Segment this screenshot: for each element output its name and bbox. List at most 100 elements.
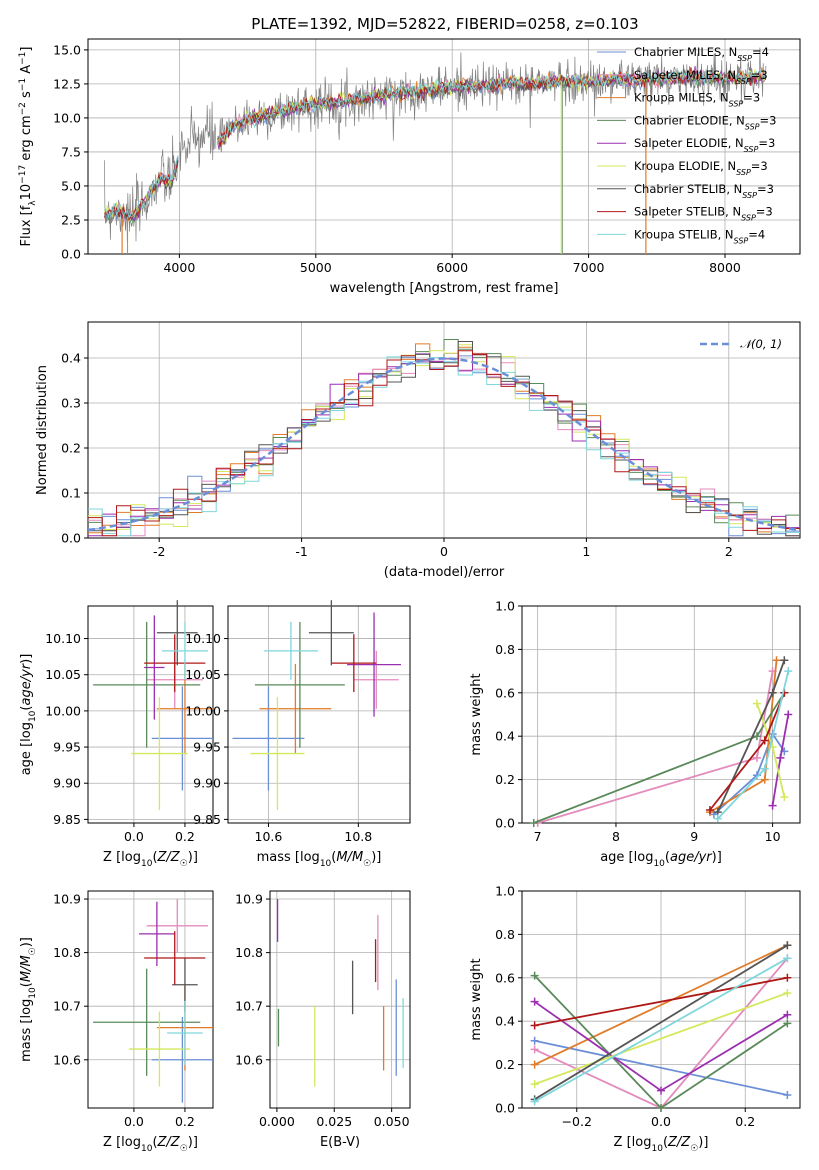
legend-label: Salpeter ELODIE, NSSP=3	[634, 136, 775, 154]
series-marker-kroupa_miles	[760, 775, 769, 784]
mass_vs_EBV-points	[276, 899, 404, 1087]
histogram-salpeter_stelib	[88, 350, 800, 537]
x-tick-label: 2	[725, 544, 733, 559]
y-tick-label: 9.95	[53, 740, 81, 755]
axes-frame	[87, 38, 801, 255]
y-tick-label: 5.0	[61, 178, 81, 193]
x-tick-label: 7000	[573, 260, 605, 275]
spectrum-legend: Chabrier MILES, NSSP=4 Salpeter MILES, NS…	[597, 45, 776, 245]
y-tick-label: 15.0	[53, 42, 81, 57]
y-tick-label: 2.5	[61, 212, 81, 227]
series-marker-salpeter_elodie	[776, 753, 785, 762]
legend-label: Kroupa MILES, NSSP=3	[634, 91, 760, 109]
y-tick-label: 0.8	[495, 927, 515, 942]
series-marker-salpeter_stelib	[705, 805, 714, 814]
weight_vs_age-series	[529, 656, 793, 827]
x-tick-label: 0.050	[374, 1114, 410, 1129]
x-tick-label: -1	[295, 544, 307, 559]
series-marker-chabrier_miles	[783, 1090, 792, 1099]
model-spectrum-salpeter_stelib	[104, 67, 767, 222]
legend-label: Chabrier ELODIE, NSSP=3	[634, 113, 776, 130]
x-tick-label: 0.2	[735, 1114, 755, 1129]
weight_vs_Z-xlabel: Z [log10(Z/Z☉)]	[614, 1135, 709, 1154]
model-spectrum-kroupa_stelib	[104, 69, 767, 219]
x-tick-label: 0.2	[175, 829, 195, 844]
x-tick-label: 10.8	[344, 829, 372, 844]
series-marker-kroupa_stelib	[783, 954, 792, 963]
x-tick-label: 0	[440, 544, 448, 559]
x-tick-label: 10	[765, 829, 781, 844]
y-tick-label: 10.7	[235, 999, 263, 1014]
histogram-chabrier_elodie	[88, 339, 800, 531]
y-tick-label: 9.90	[193, 776, 221, 791]
series-marker-salpeter_elodie	[768, 801, 777, 810]
age_vs_Z-xlabel: Z [log10(Z/Z☉)]	[103, 850, 198, 869]
y-tick-label: 10.00	[45, 703, 81, 718]
y-tick-label: 9.90	[53, 776, 81, 791]
series-marker-kroupa_stelib	[530, 1097, 539, 1106]
series-line-chabrier_stelib	[534, 944, 788, 1101]
x-tick-label: 0.0	[124, 1114, 144, 1129]
series-marker-kroupa_stelib	[713, 814, 722, 823]
weight_vs_Z-axes: −0.2 0.0 0.2 0.0 0.2 0.4 0.6 0.8 1.0	[495, 884, 801, 1129]
legend-label-normal: 𝒩(0, 1)	[740, 337, 782, 351]
series-marker-kroupa_stelib	[760, 764, 769, 773]
x-tick-label: -2	[153, 544, 165, 559]
mass_vs_Z-ylabel: mass [log10(M/M☉)]	[19, 937, 38, 1062]
series-line-chabrier_miles	[534, 1039, 788, 1096]
series-marker-salpeter_elodie	[784, 710, 793, 719]
y-tick-label: 12.5	[53, 76, 81, 91]
x-tick-label: 5000	[300, 260, 332, 275]
y-tick-label: 9.85	[193, 812, 221, 827]
legend-label: Kroupa ELODIE, NSSP=3	[634, 159, 768, 177]
x-tick-label: 1	[582, 544, 590, 559]
hist-ylabel: Normed distribution	[35, 365, 50, 495]
y-tick-label: 0.3	[61, 396, 81, 411]
mass_vs_Z-axes: 0.0 0.2 10.6 10.7 10.8 10.9	[53, 890, 214, 1129]
spectrum-lines	[103, 47, 767, 254]
y-tick-label: 1.0	[495, 884, 515, 899]
series-marker-salpeter_elodie	[530, 997, 539, 1006]
series-marker-chabrier_elodie	[657, 1104, 665, 1112]
normal-curve	[88, 357, 800, 532]
series-marker-chabrier_elodie	[783, 1019, 792, 1028]
y-tick-label: 0.8	[495, 642, 515, 657]
legend-label: Chabrier STELIB, NSSP=3	[634, 182, 774, 200]
age_vs_mass-points	[232, 600, 402, 810]
axes-frame	[87, 890, 214, 1109]
y-tick-label: 7.5	[61, 144, 81, 159]
series-marker-salpeter_elodie	[657, 1086, 665, 1095]
x-tick-label: 7	[534, 829, 542, 844]
series-line-kroupa_miles	[534, 944, 788, 1066]
series-marker-kroupa_elodie	[783, 988, 792, 997]
legend-label: Kroupa STELIB, NSSP=4	[634, 227, 765, 245]
y-tick-label: 10.9	[53, 892, 81, 907]
spectrum-ylabel: Flux [fλ10−17 erg cm−2 s−1 A−1]	[18, 47, 38, 247]
plot-layer: 4000 5000 6000 7000 80000.02.55.07.510.012.5…	[18, 38, 801, 1154]
x-tick-label: 8000	[709, 260, 741, 275]
figure-title: PLATE=1392, MJD=52822, FIBERID=0258, z=0…	[251, 15, 638, 33]
x-tick-label: 8	[612, 829, 620, 844]
series-line-chabrier_miles	[713, 732, 786, 815]
x-tick-label: 0.000	[259, 1114, 295, 1129]
y-tick-label: 1.0	[495, 599, 515, 614]
series-line-salpeter_stelib	[534, 976, 788, 1027]
y-tick-label: 9.85	[53, 812, 81, 827]
y-tick-label: 0.6	[495, 685, 515, 700]
axes-frame	[227, 605, 411, 824]
mass_vs_EBV-xlabel: E(B-V)	[320, 1135, 360, 1150]
y-tick-label: 10.8	[53, 945, 81, 960]
series-marker-kroupa_stelib	[784, 667, 793, 676]
series-marker-chabrier_miles	[530, 1036, 539, 1045]
series-marker-salpeter_stelib	[783, 973, 792, 982]
series-marker-kroupa_elodie	[530, 1080, 539, 1089]
y-tick-label: 0.4	[495, 729, 515, 744]
y-tick-label: 0.2	[61, 441, 81, 456]
y-tick-label: 10.05	[45, 667, 81, 682]
x-tick-label: 4000	[163, 260, 195, 275]
y-tick-label: 9.95	[193, 740, 221, 755]
series-marker-kroupa_elodie	[780, 792, 789, 801]
series-marker-chabrier_elodie	[530, 971, 539, 980]
y-tick-label: 10.10	[45, 631, 81, 646]
spectrum-xlabel: wavelength [Angstrom, rest frame]	[330, 281, 559, 296]
